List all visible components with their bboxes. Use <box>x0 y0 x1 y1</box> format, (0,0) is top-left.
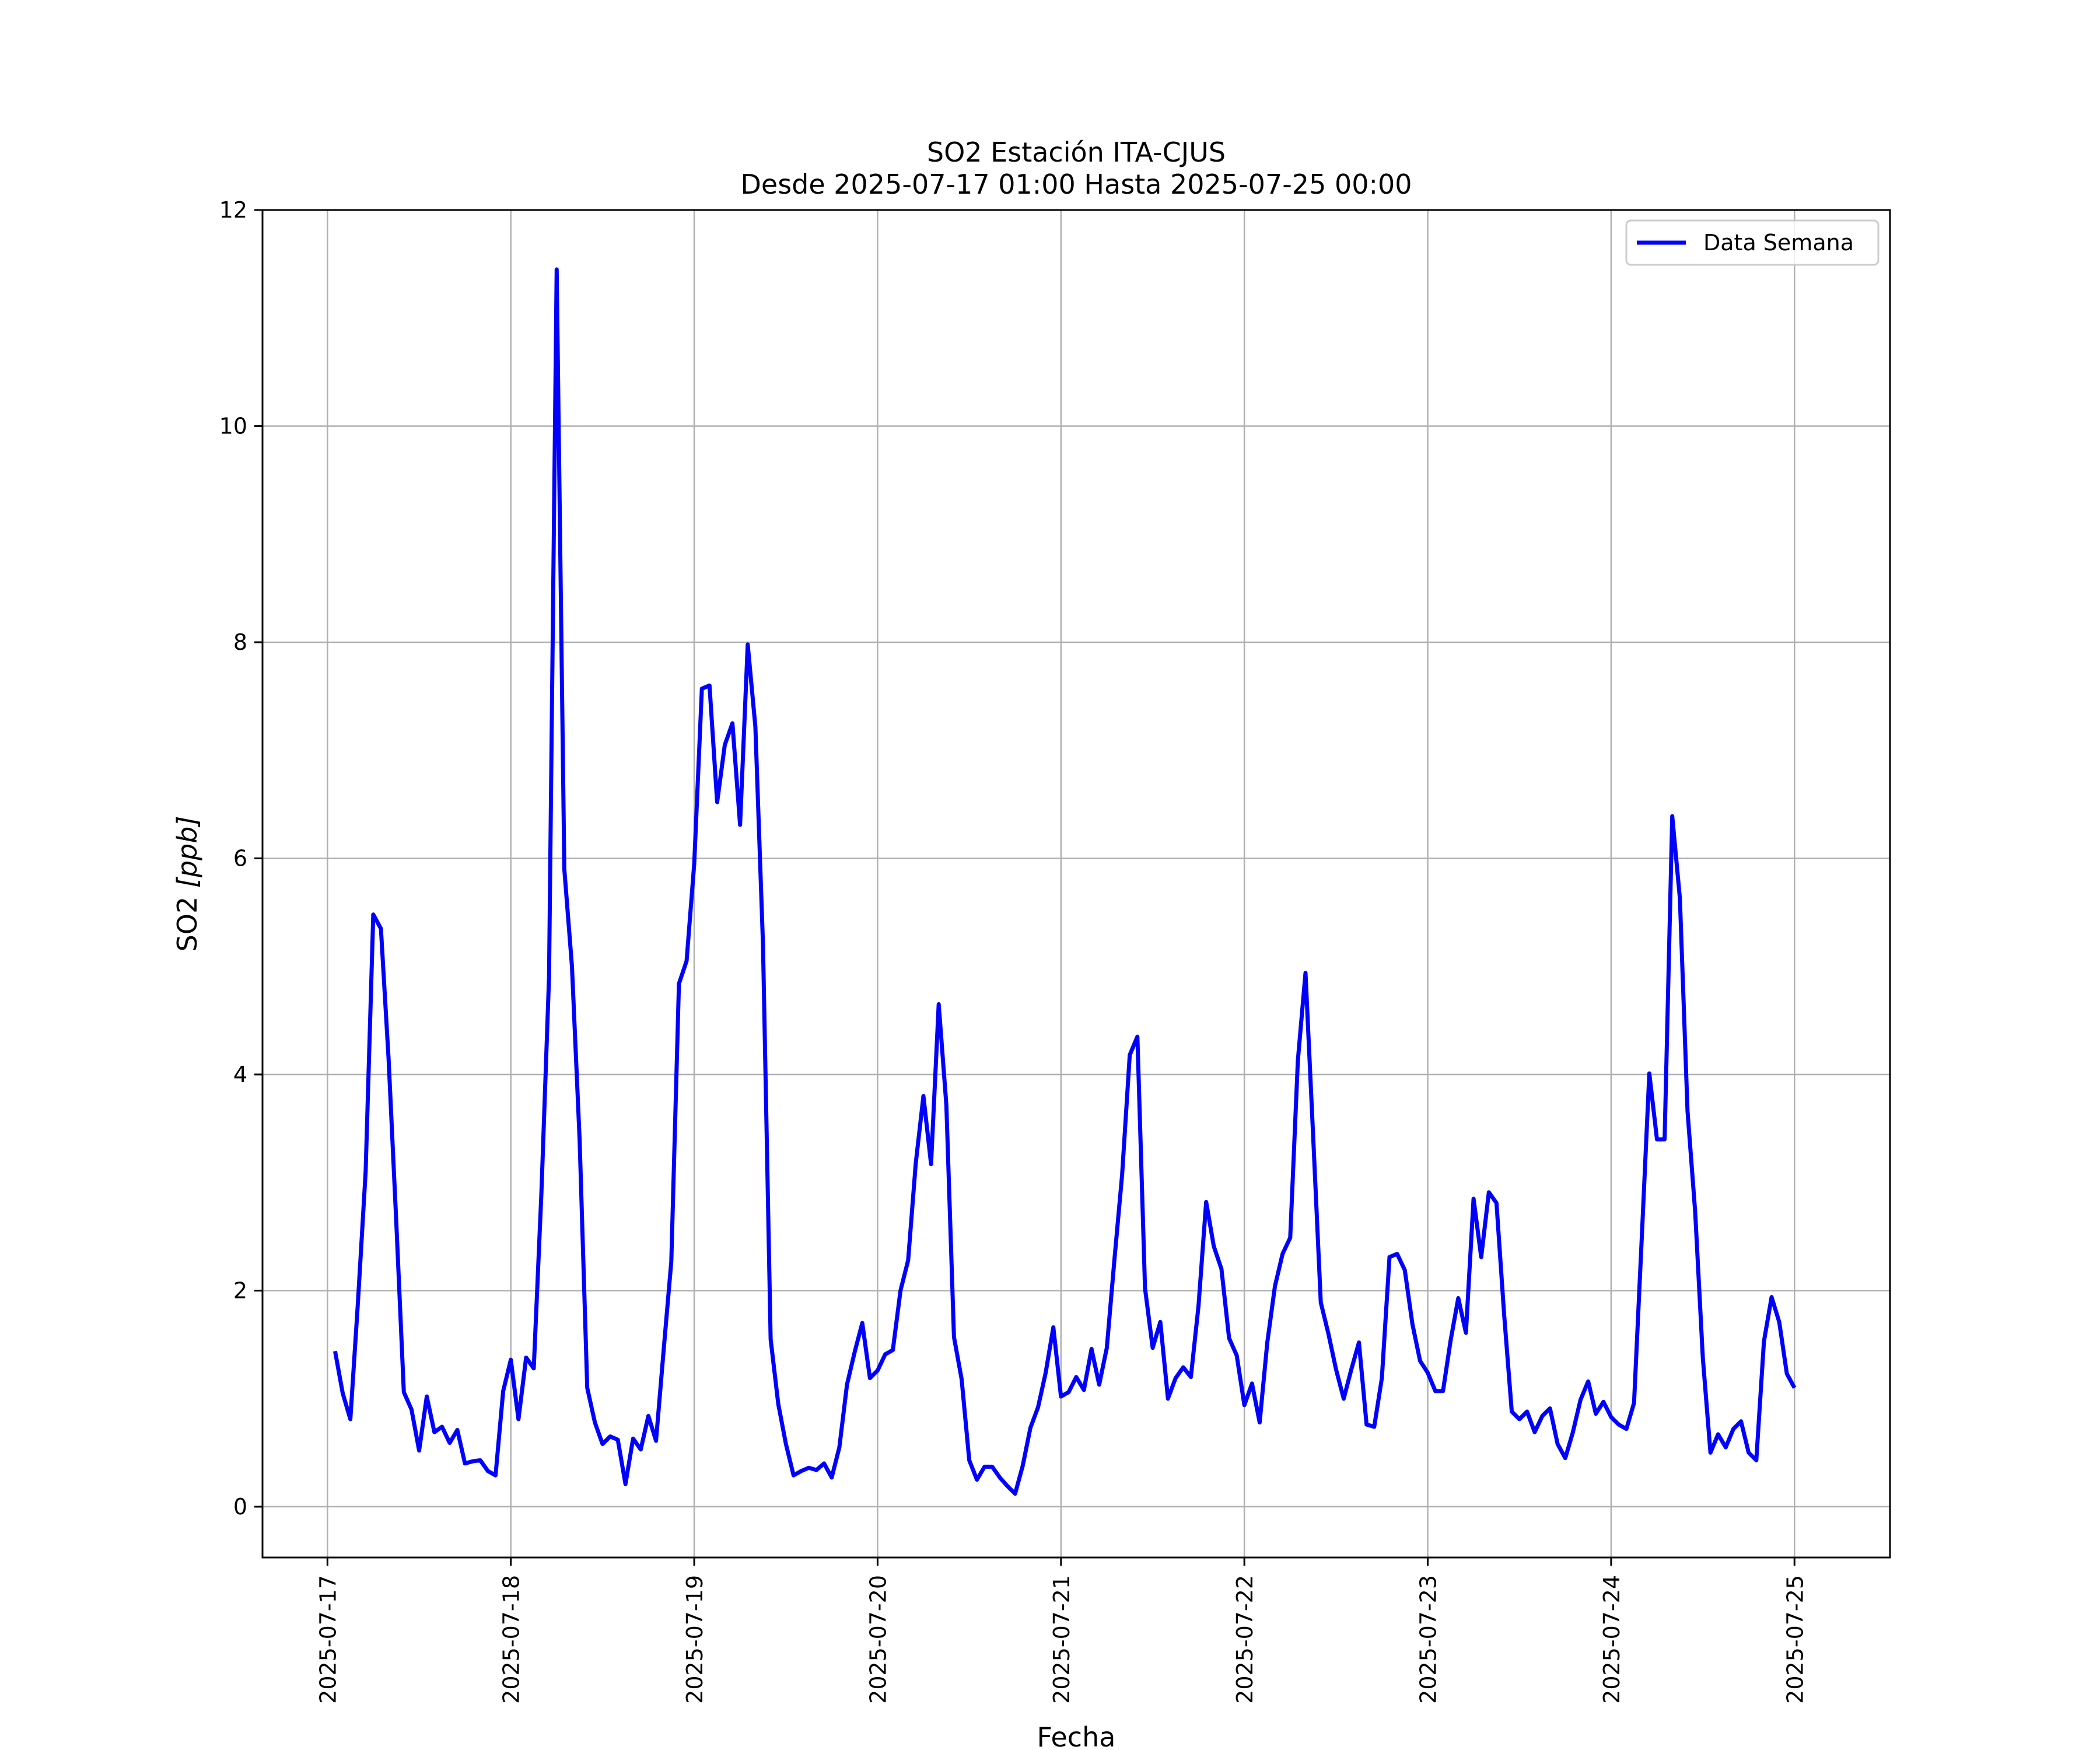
y-tick-label-0: 0 <box>233 1494 247 1520</box>
y-tick-label-6: 6 <box>233 845 247 871</box>
y-axis-label-prefix: SO2 <box>172 888 203 951</box>
plot-area-frame <box>261 209 1891 1559</box>
x-tick-label-2025-07-25: 2025-07-25 <box>1782 1575 1808 1704</box>
x-tick-label-2025-07-24: 2025-07-24 <box>1599 1575 1625 1704</box>
y-tick-label-10: 10 <box>219 413 247 439</box>
x-tick-label-2025-07-17: 2025-07-17 <box>315 1575 341 1704</box>
x-tick-label-2025-07-22: 2025-07-22 <box>1232 1575 1258 1704</box>
legend-label-data-semana: Data Semana <box>1703 230 1854 256</box>
x-tick-label-2025-07-20: 2025-07-20 <box>865 1575 891 1704</box>
legend-box <box>1625 219 1880 266</box>
x-axis-label: Fecha <box>1037 1721 1116 1750</box>
x-axis-ticks: 2025-07-17 2025-07-18 2025-07-19 2025-07-20… <box>315 1558 1808 1704</box>
y-axis-ticks: 0 2 4 6 8 10 12 <box>219 197 262 1520</box>
chart-title-line-1: SO2 Estación ITA-CJUS <box>927 136 1226 168</box>
x-tick-label-2025-07-21: 2025-07-21 <box>1049 1575 1074 1704</box>
x-tick-label-2025-07-18: 2025-07-18 <box>499 1575 524 1704</box>
y-tick-label-4: 4 <box>233 1062 247 1087</box>
series-line-data-semana <box>332 267 1797 1496</box>
y-tick-label-2: 2 <box>233 1278 247 1303</box>
y-tick-label-8: 8 <box>233 629 247 655</box>
y-tick-label-12: 12 <box>219 197 247 223</box>
x-tick-label-2025-07-23: 2025-07-23 <box>1416 1575 1441 1704</box>
x-tick-label-2025-07-19: 2025-07-19 <box>682 1575 708 1704</box>
y-axis-label-unit: [ppb] <box>172 816 203 888</box>
legend: Data Semana <box>1625 219 1880 266</box>
chart-title-line-2: Desde 2025-07-17 01:00 Hasta 2025-07-25 … <box>740 169 1412 200</box>
y-axis-label: SO2 [ppb] <box>172 816 203 952</box>
